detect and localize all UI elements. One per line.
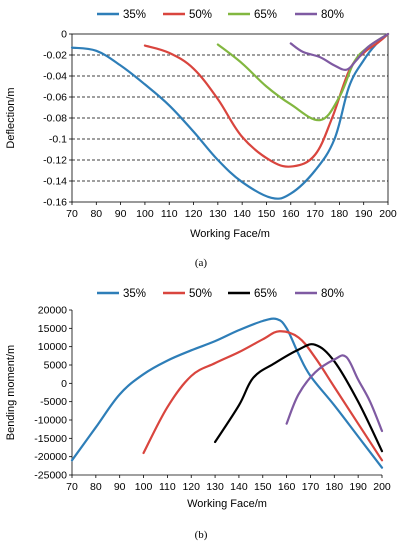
series-line-65pct xyxy=(213,343,384,453)
x-tick-label: 110 xyxy=(161,208,178,220)
y-tick-label: -5000 xyxy=(40,396,67,408)
x-tick-label: 150 xyxy=(258,208,276,220)
y-tick-label: -0.08 xyxy=(43,113,67,125)
series-line-50pct xyxy=(142,330,384,462)
series-line-35pct xyxy=(70,317,384,469)
chart-panel-2: 20000 15000 10000 5000 0 -5000 -10000 -15000 -20… xyxy=(5,288,391,541)
y-tick-label: 15000 xyxy=(38,323,67,335)
y-tick-label: -10000 xyxy=(34,415,67,427)
x-axis-label: Working Face/m xyxy=(187,498,267,510)
y-tick-label: -25000 xyxy=(34,470,67,482)
y-tick-label: 0 xyxy=(61,378,67,390)
y-tick-label: 20000 xyxy=(38,305,67,317)
x-tick-label: 160 xyxy=(282,208,300,220)
x-tick-label: 160 xyxy=(278,481,296,493)
x-tick-label: 180 xyxy=(326,481,344,493)
x-tick-label: 130 xyxy=(209,208,227,220)
series-line-80pct xyxy=(285,354,384,433)
y-tick-label: 10000 xyxy=(38,341,67,353)
x-tick-label: 150 xyxy=(254,481,272,493)
legend: 35% 50% 65% 80% xyxy=(97,288,344,300)
x-tick-label: 200 xyxy=(373,481,391,493)
y-axis-label: Deflection/m xyxy=(5,87,17,148)
series-line-80pct xyxy=(289,32,390,71)
legend-label: 35% xyxy=(123,288,146,300)
x-tick-label: 120 xyxy=(182,481,200,493)
legend-label: 35% xyxy=(123,9,146,21)
legend-label: 65% xyxy=(254,288,277,300)
y-tick-label: -15000 xyxy=(34,433,67,445)
x-tick-label: 70 xyxy=(66,481,78,493)
x-tick-label: 80 xyxy=(90,208,102,220)
x-tick-label: 100 xyxy=(135,481,153,493)
x-tick-label: 120 xyxy=(185,208,203,220)
y-tick-label: -0.1 xyxy=(49,134,67,146)
legend-label: 80% xyxy=(321,288,344,300)
x-axis-label: Working Face/m xyxy=(190,228,270,240)
y-axis-label: Bending moment/m xyxy=(5,345,17,440)
x-tick-label: 140 xyxy=(230,481,248,493)
y-tick-label: -0.16 xyxy=(43,197,67,209)
x-tick-label: 110 xyxy=(159,481,176,493)
x-tick-label: 190 xyxy=(355,208,373,220)
legend: 35% 50% 65% 80% xyxy=(97,9,344,21)
x-tick-label: 80 xyxy=(90,481,102,493)
x-tick-label: 180 xyxy=(331,208,349,220)
figure-caption: (b) xyxy=(195,529,208,541)
y-tick-label: -0.04 xyxy=(43,71,67,83)
chart-panel-1: 0 -0.02 -0.04 -0.06 -0.08 -0.1 -0.12 -0.14 -0.16… xyxy=(5,9,397,269)
figure-caption: (a) xyxy=(195,257,208,269)
legend-label: 50% xyxy=(189,9,212,21)
x-tick-label: 170 xyxy=(302,481,320,493)
y-tick-label: 0 xyxy=(61,29,67,41)
y-tick-label: -20000 xyxy=(34,451,67,463)
series-line-65pct xyxy=(216,32,390,122)
x-tick-label: 170 xyxy=(306,208,324,220)
series-line-50pct xyxy=(143,32,390,168)
x-tick-label: 100 xyxy=(136,208,154,220)
x-tick-label: 70 xyxy=(66,208,78,220)
x-tick-label: 90 xyxy=(115,208,127,220)
y-tick-label: -0.12 xyxy=(43,155,67,167)
y-tick-label: -0.02 xyxy=(43,50,67,62)
y-tick-label: -0.14 xyxy=(43,176,67,188)
series-line-35pct xyxy=(70,32,390,200)
x-tick-label: 130 xyxy=(206,481,224,493)
x-tick-label: 90 xyxy=(114,481,126,493)
legend-label: 50% xyxy=(189,288,212,300)
y-tick-label: -0.06 xyxy=(43,92,67,104)
x-tick-label: 200 xyxy=(379,208,397,220)
legend-label: 65% xyxy=(254,9,277,21)
x-tick-label: 190 xyxy=(349,481,367,493)
legend-label: 80% xyxy=(321,9,344,21)
x-tick-label: 140 xyxy=(233,208,251,220)
y-tick-label: 5000 xyxy=(44,360,68,372)
